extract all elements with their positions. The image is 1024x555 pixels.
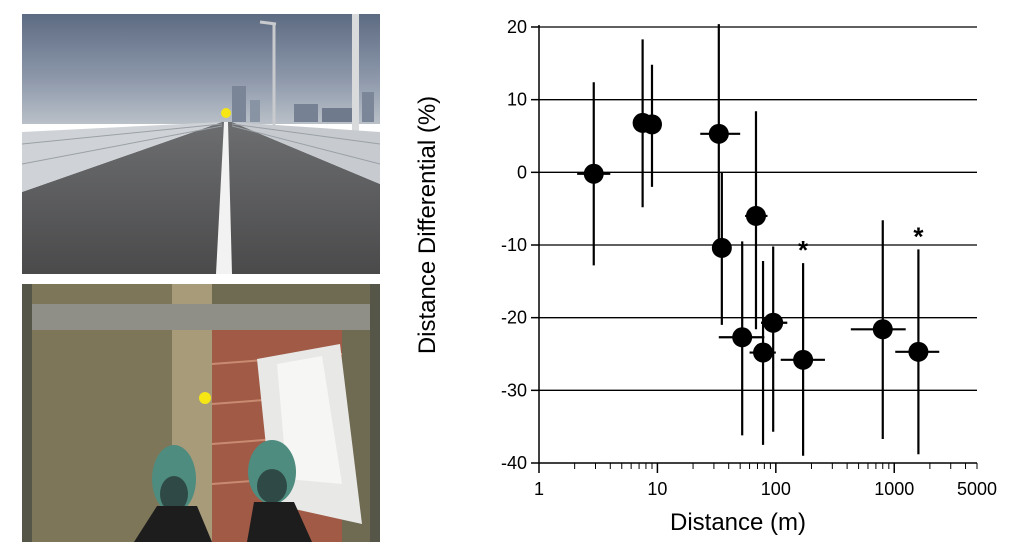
x-tick-label: 1 — [534, 479, 544, 499]
y-tick-label: -20 — [501, 308, 527, 328]
road-surface — [22, 122, 380, 274]
x-tick-label: 1000 — [874, 479, 914, 499]
data-point — [708, 123, 729, 144]
data-point — [753, 342, 774, 363]
data-point — [763, 312, 784, 333]
sky — [22, 14, 380, 124]
glass-frame-right — [370, 284, 380, 542]
y-axis-title: Distance Differential (%) — [414, 96, 441, 354]
y-tick-label: 10 — [507, 90, 527, 110]
building — [362, 92, 374, 122]
y-tick-label: -10 — [501, 235, 527, 255]
glass-frame-top — [22, 304, 380, 330]
x-axis-title: Distance (m) — [670, 509, 806, 536]
feet — [134, 440, 312, 542]
data-point — [745, 205, 766, 226]
y-tick-label: -40 — [501, 453, 527, 473]
data-point — [908, 341, 929, 362]
road-photo — [22, 14, 380, 274]
glass-frame-left — [22, 284, 32, 542]
x-tick-label: 10 — [647, 479, 667, 499]
data-point — [641, 114, 662, 135]
glass-floor-photo — [22, 284, 380, 542]
axes — [531, 25, 978, 473]
grid-lines — [539, 26, 977, 391]
x-tick-label: 5000 — [957, 479, 997, 499]
building — [294, 104, 318, 122]
x-tick-labels: 1 10 100 1000 5000 — [534, 479, 997, 499]
data-point — [793, 349, 814, 370]
right-railing — [232, 122, 380, 184]
building — [322, 108, 352, 122]
x-tick-label: 100 — [761, 479, 791, 499]
error-bars — [577, 24, 940, 456]
data-point — [872, 319, 893, 340]
bridge-pylon — [352, 14, 359, 154]
significance-markers: * * — [798, 221, 924, 265]
data-point — [583, 163, 604, 184]
building — [250, 100, 260, 122]
lamp-post — [259, 20, 277, 26]
target-dot — [199, 392, 211, 404]
data-points — [583, 112, 929, 370]
center-line — [216, 122, 232, 274]
significance-star: * — [798, 235, 809, 265]
y-tick-labels: 20 10 0 -10 -20 -30 -40 — [501, 17, 527, 473]
y-tick-label: 20 — [507, 17, 527, 37]
skyline — [232, 86, 246, 122]
data-point — [732, 327, 753, 348]
y-tick-label: -30 — [501, 380, 527, 400]
significance-star: * — [913, 221, 924, 251]
target-dot — [221, 108, 231, 118]
y-tick-label: 0 — [517, 162, 527, 182]
tower-shadow-core — [277, 356, 342, 484]
data-point — [711, 237, 732, 258]
